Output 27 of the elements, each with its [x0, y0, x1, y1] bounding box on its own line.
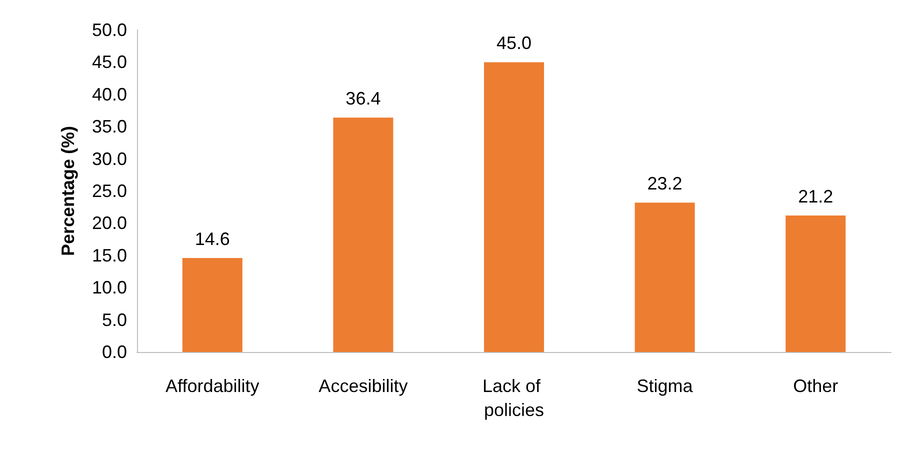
data-label: 21.2 [798, 186, 834, 206]
x-tick-label: Lack of policies [482, 376, 546, 420]
bar [484, 62, 544, 352]
y-tick-label: 5.0 [102, 310, 127, 330]
y-tick-label: 15.0 [92, 245, 127, 266]
data-label: 23.2 [647, 174, 682, 194]
data-label: 45.0 [496, 33, 532, 54]
y-axis-title: Percentage (%) [58, 126, 78, 256]
y-tick-label: 30.0 [92, 148, 127, 169]
y-tick-label: 40.0 [92, 84, 127, 104]
y-tick-label: 20.0 [92, 213, 127, 234]
data-label: 14.6 [194, 228, 230, 249]
y-tick-label: 35.0 [92, 116, 127, 137]
bar [333, 118, 394, 352]
y-tick-label: 45.0 [92, 52, 127, 72]
y-tick-label: 0.0 [102, 342, 127, 362]
y-tick-label: 10.0 [92, 278, 127, 298]
bar [182, 258, 242, 352]
x-tick-label: Accesibility [318, 376, 408, 396]
y-tick-label: 50.0 [92, 20, 127, 40]
y-tick-label: 25.0 [92, 181, 127, 201]
x-tick-label: Affordability [166, 376, 260, 396]
x-tick-label: Other [793, 376, 838, 396]
bar [786, 215, 846, 352]
data-label: 36.4 [346, 88, 381, 109]
bar [634, 202, 695, 352]
x-tick-label: Stigma [636, 376, 694, 396]
